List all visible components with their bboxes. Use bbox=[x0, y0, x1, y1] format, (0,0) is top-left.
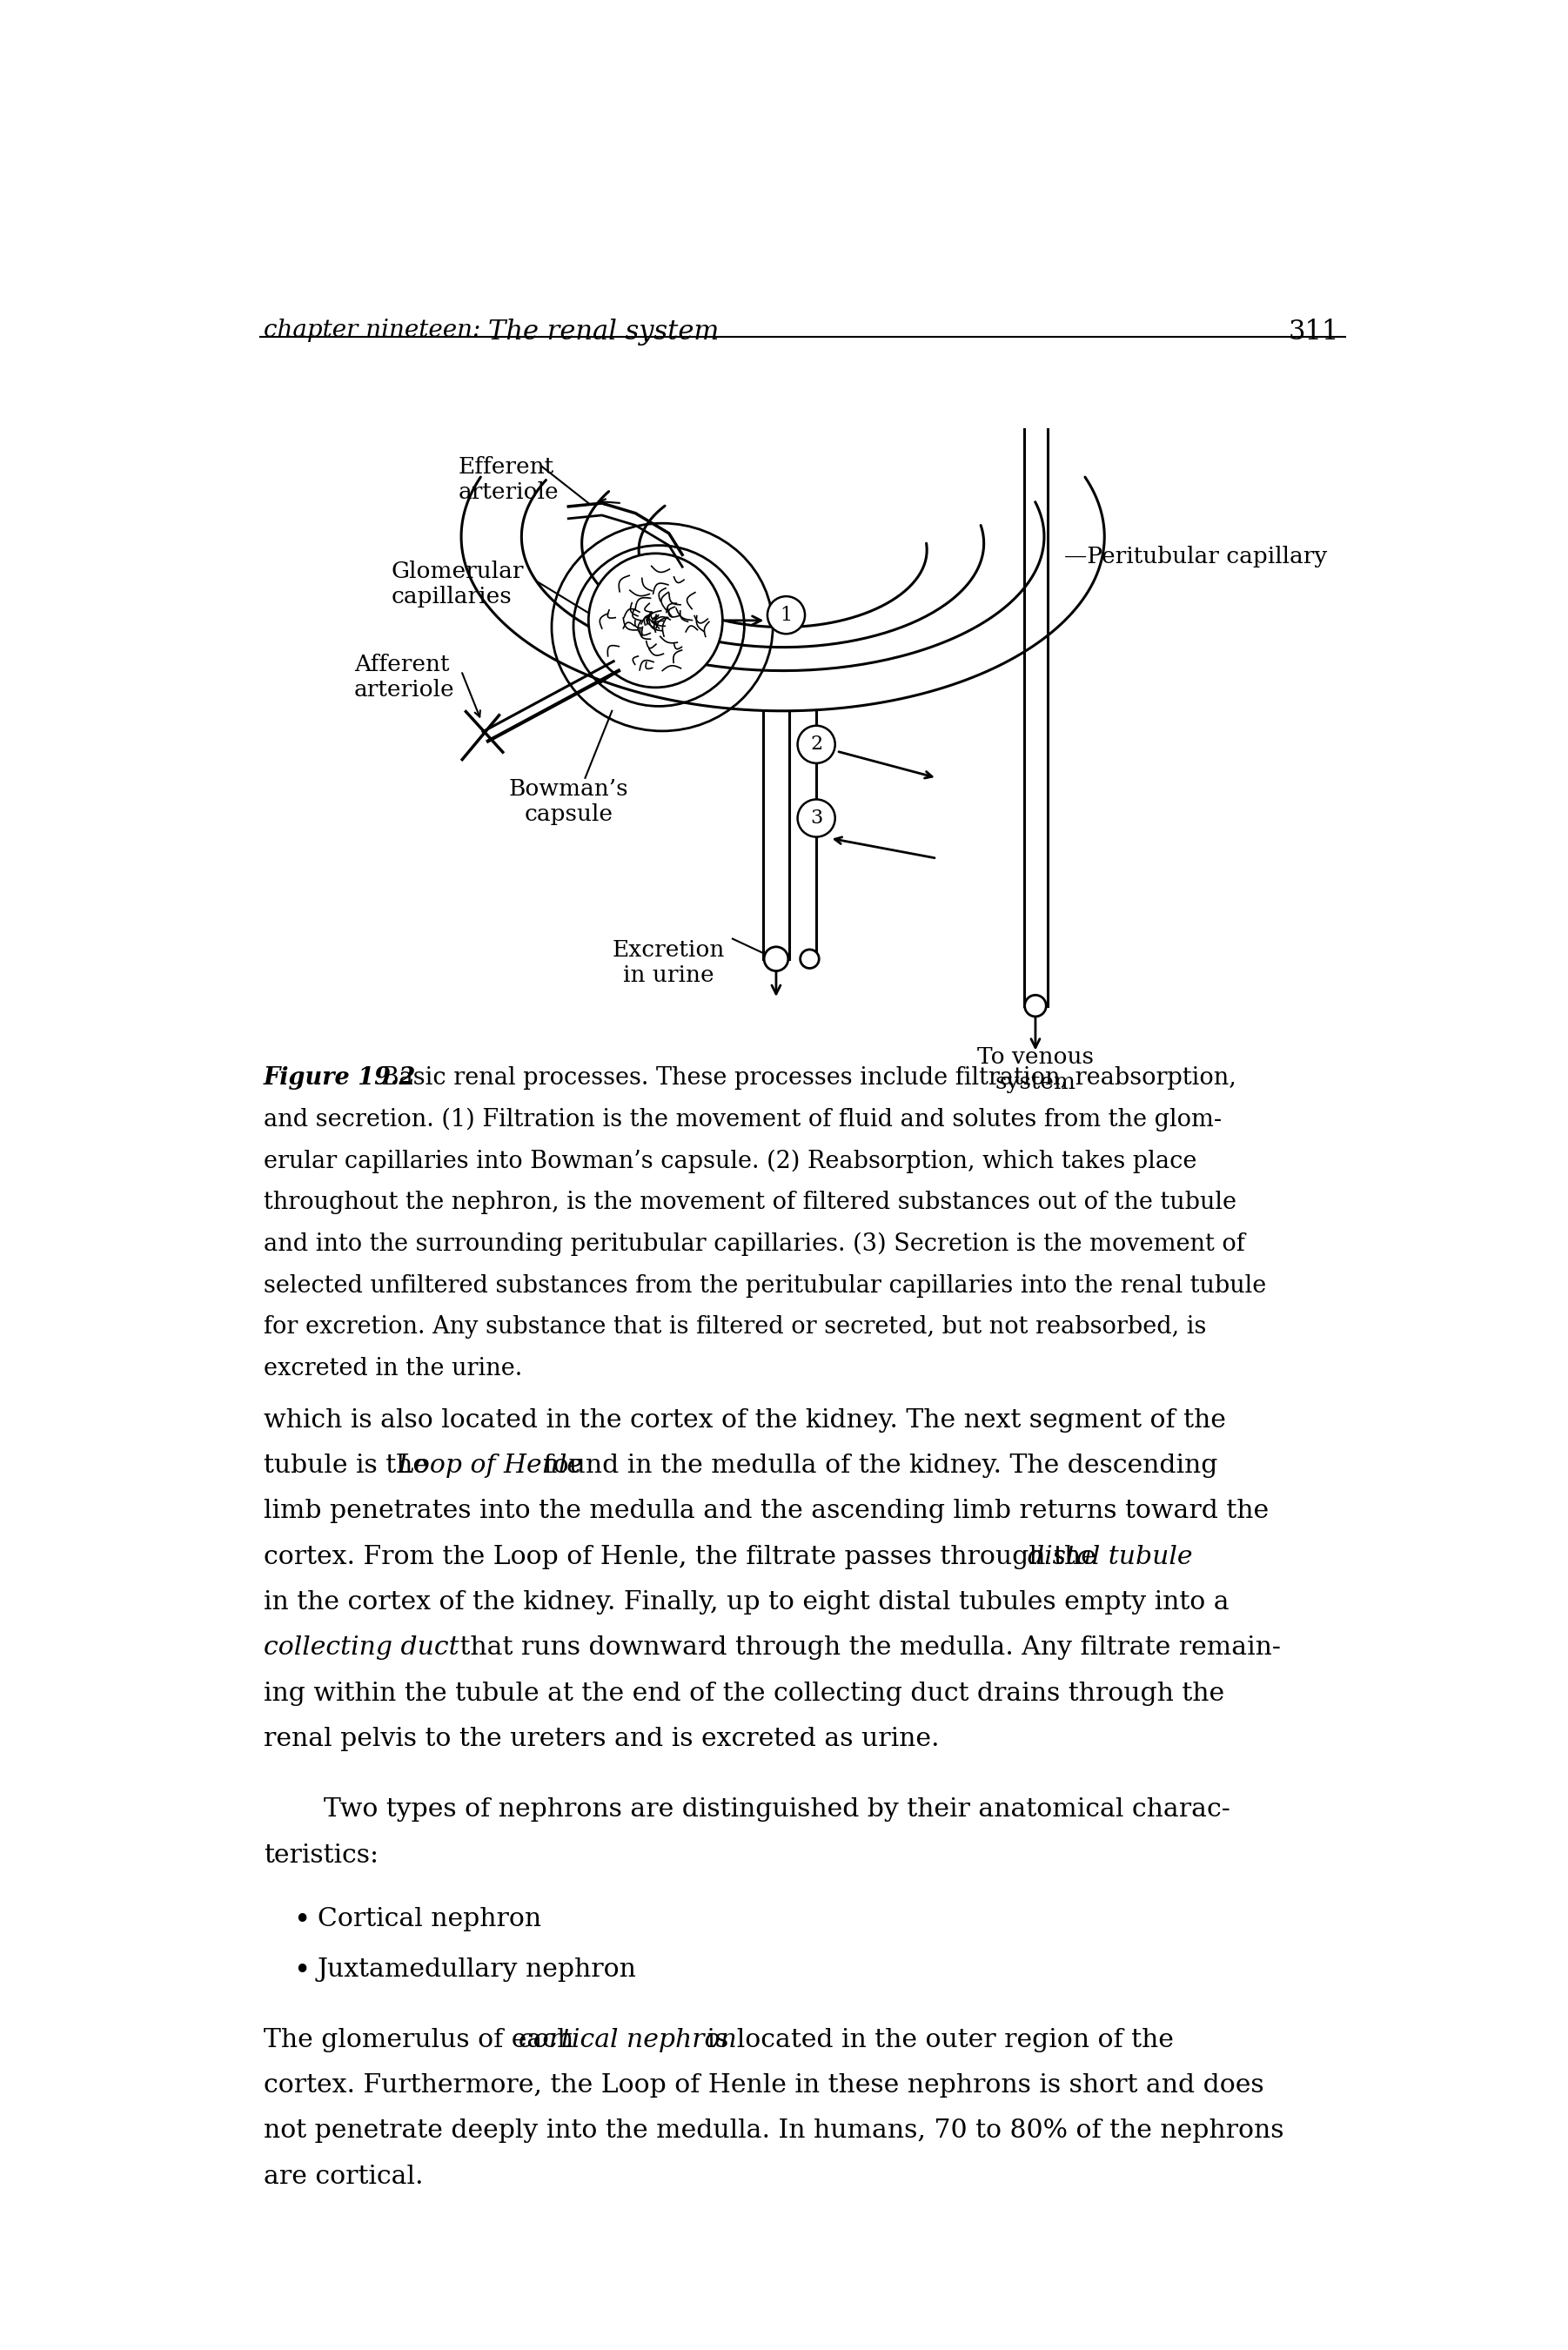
Text: To venous
system: To venous system bbox=[977, 1046, 1094, 1093]
Text: Juxtamedullary nephron: Juxtamedullary nephron bbox=[317, 1958, 637, 1981]
Text: not penetrate deeply into the medulla. In humans, 70 to 80% of the nephrons: not penetrate deeply into the medulla. I… bbox=[263, 2120, 1284, 2143]
Circle shape bbox=[767, 597, 804, 634]
Text: in the cortex of the kidney. Finally, up to eight distal tubules empty into a: in the cortex of the kidney. Finally, up… bbox=[263, 1591, 1229, 1614]
Text: cortex. Furthermore, the Loop of Henle in these nephrons is short and does: cortex. Furthermore, the Loop of Henle i… bbox=[263, 2073, 1264, 2099]
Text: cortical nephron: cortical nephron bbox=[517, 2028, 737, 2052]
Text: 311: 311 bbox=[1287, 320, 1339, 345]
Text: and secretion. (1) Filtration is the movement of fluid and solutes from the glom: and secretion. (1) Filtration is the mov… bbox=[263, 1107, 1221, 1130]
Text: and into the surrounding peritubular capillaries. (3) Secretion is the movement : and into the surrounding peritubular cap… bbox=[263, 1231, 1245, 1257]
Text: renal pelvis to the ureters and is excreted as urine.: renal pelvis to the ureters and is excre… bbox=[263, 1727, 939, 1751]
Text: collecting duct: collecting duct bbox=[263, 1636, 459, 1659]
Text: Loop of Henle: Loop of Henle bbox=[398, 1455, 583, 1478]
Text: Two types of nephrons are distinguished by their anatomical charac-: Two types of nephrons are distinguished … bbox=[325, 1798, 1231, 1821]
Text: that runs downward through the medulla. Any filtrate remain-: that runs downward through the medulla. … bbox=[452, 1636, 1281, 1659]
Text: 3: 3 bbox=[811, 808, 823, 827]
Text: limb penetrates into the medulla and the ascending limb returns toward the: limb penetrates into the medulla and the… bbox=[263, 1499, 1269, 1523]
Text: Afferent
arteriole: Afferent arteriole bbox=[354, 653, 455, 700]
Circle shape bbox=[1025, 994, 1046, 1018]
Text: teristics:: teristics: bbox=[263, 1842, 378, 1868]
Circle shape bbox=[798, 799, 836, 837]
Text: •: • bbox=[293, 1906, 310, 1934]
Text: Bowman’s
capsule: Bowman’s capsule bbox=[508, 778, 629, 825]
Text: •: • bbox=[293, 1958, 310, 1986]
Circle shape bbox=[798, 726, 836, 764]
Text: Efferent
arteriole: Efferent arteriole bbox=[458, 456, 558, 503]
Text: are cortical.: are cortical. bbox=[263, 2164, 423, 2188]
Text: Basic renal processes. These processes include filtration, reabsorption,: Basic renal processes. These processes i… bbox=[375, 1067, 1236, 1090]
Text: for excretion. Any substance that is filtered or secreted, but not reabsorbed, i: for excretion. Any substance that is fil… bbox=[263, 1316, 1206, 1340]
Text: chapter nineteen:: chapter nineteen: bbox=[263, 320, 480, 343]
Text: tubule is the: tubule is the bbox=[263, 1455, 436, 1478]
Text: excreted in the urine.: excreted in the urine. bbox=[263, 1356, 522, 1379]
Text: Glomerular
capillaries: Glomerular capillaries bbox=[390, 559, 524, 606]
Text: Excretion
in urine: Excretion in urine bbox=[613, 938, 726, 985]
Text: selected unfiltered substances from the peritubular capillaries into the renal t: selected unfiltered substances from the … bbox=[263, 1274, 1267, 1297]
Text: erular capillaries into Bowman’s capsule. (2) Reabsorption, which takes place: erular capillaries into Bowman’s capsule… bbox=[263, 1149, 1196, 1173]
Text: ing within the tubule at the end of the collecting duct drains through the: ing within the tubule at the end of the … bbox=[263, 1680, 1225, 1706]
Text: is located in the outer region of the: is located in the outer region of the bbox=[699, 2028, 1174, 2052]
Circle shape bbox=[800, 949, 818, 968]
Text: Figure 19.2: Figure 19.2 bbox=[263, 1067, 416, 1090]
Text: The renal system: The renal system bbox=[488, 320, 718, 345]
Text: found in the medulla of the kidney. The descending: found in the medulla of the kidney. The … bbox=[535, 1455, 1217, 1478]
Text: cortex. From the Loop of Henle, the filtrate passes through the: cortex. From the Loop of Henle, the filt… bbox=[263, 1544, 1104, 1570]
Text: throughout the nephron, is the movement of filtered substances out of the tubule: throughout the nephron, is the movement … bbox=[263, 1191, 1237, 1215]
Text: 2: 2 bbox=[811, 736, 823, 754]
Text: Cortical nephron: Cortical nephron bbox=[317, 1906, 541, 1932]
Text: distal tubule: distal tubule bbox=[1027, 1544, 1192, 1570]
Text: which is also located in the cortex of the kidney. The next segment of the: which is also located in the cortex of t… bbox=[263, 1408, 1226, 1431]
Circle shape bbox=[764, 947, 789, 971]
Circle shape bbox=[588, 555, 723, 689]
Text: 1: 1 bbox=[779, 606, 792, 625]
Text: The glomerulus of each: The glomerulus of each bbox=[263, 2028, 582, 2052]
Text: —Peritubular capillary: —Peritubular capillary bbox=[1065, 545, 1327, 569]
